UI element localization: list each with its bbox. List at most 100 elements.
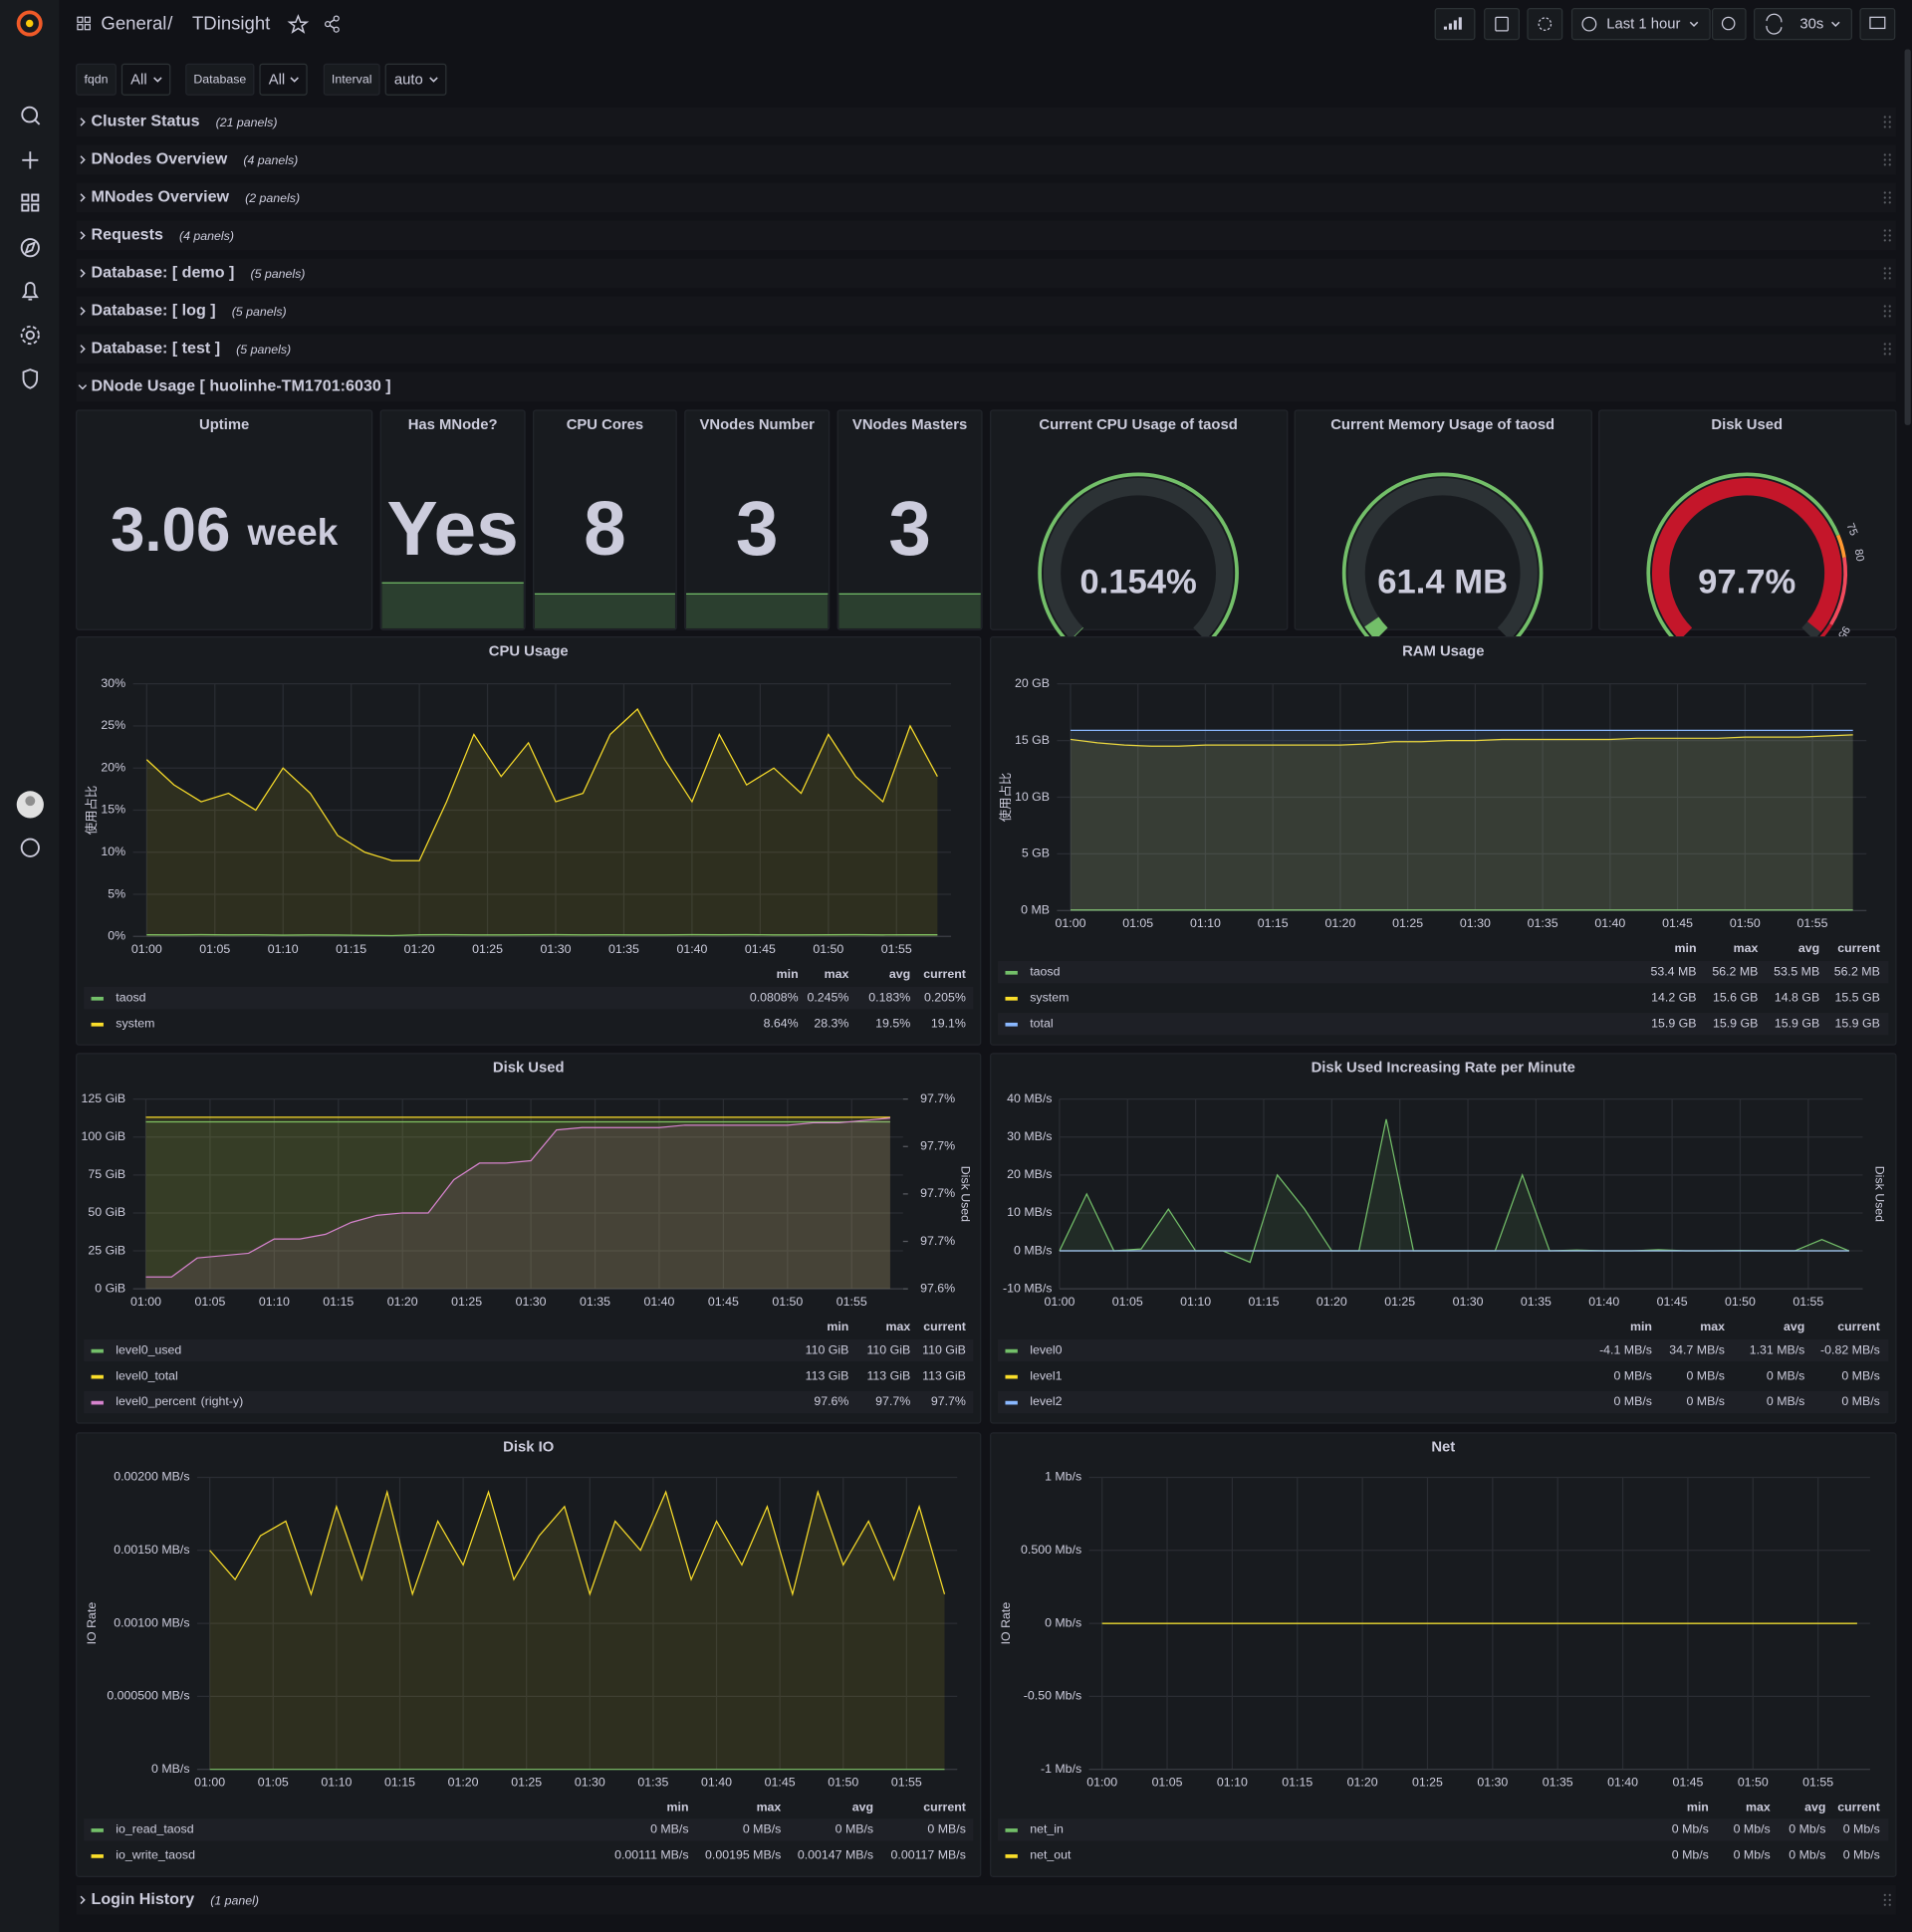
legend-swatch[interactable]: [91, 1348, 104, 1353]
legend-column-header[interactable]: min: [1675, 941, 1697, 955]
row-header[interactable]: [76, 334, 1896, 364]
row-header[interactable]: [76, 371, 1896, 402]
save-button[interactable]: [1484, 8, 1520, 41]
legend-column-header[interactable]: current: [923, 1320, 966, 1333]
zoom-out-button[interactable]: [1711, 8, 1747, 41]
legend-series-name[interactable]: total: [1030, 1016, 1053, 1030]
legend-column-header[interactable]: max: [1734, 941, 1759, 955]
legend-series-name[interactable]: system: [1030, 990, 1069, 1004]
legend-series-name[interactable]: level0: [1030, 1342, 1062, 1356]
row-header[interactable]: [76, 107, 1896, 137]
legend-swatch[interactable]: [91, 1400, 104, 1405]
legend-column-header[interactable]: max: [885, 1320, 910, 1333]
logo[interactable]: [16, 10, 43, 37]
graph-panel: [76, 636, 982, 1046]
row-title[interactable]: Cluster Status: [92, 113, 200, 130]
legend-swatch[interactable]: [91, 996, 104, 1001]
legend-series-name[interactable]: level0_percent: [116, 1394, 196, 1408]
legend-column-header[interactable]: current: [1837, 941, 1880, 955]
breadcrumb-folder[interactable]: General: [101, 13, 166, 34]
legend-column-header[interactable]: current: [1837, 1320, 1880, 1333]
legend-column-header[interactable]: min: [827, 1320, 848, 1333]
row-header[interactable]: [76, 220, 1896, 251]
gauge-threshold-band: [1829, 557, 1848, 626]
explore-icon[interactable]: [20, 238, 40, 258]
legend-series-name[interactable]: level1: [1030, 1368, 1062, 1382]
search-icon[interactable]: [21, 106, 41, 125]
legend-swatch[interactable]: [1005, 1022, 1018, 1027]
time-picker[interactable]: [1570, 8, 1711, 41]
variable-select[interactable]: [120, 63, 171, 96]
row-title[interactable]: MNodes Overview: [92, 188, 230, 206]
legend-column-header[interactable]: avg: [1804, 1800, 1825, 1813]
legend-swatch[interactable]: [91, 1854, 104, 1858]
legend-swatch[interactable]: [91, 1374, 104, 1379]
legend-swatch[interactable]: [1005, 1400, 1018, 1405]
row-title[interactable]: DNodes Overview: [92, 150, 228, 168]
star-icon[interactable]: [287, 14, 310, 34]
legend-swatch[interactable]: [1005, 1828, 1018, 1832]
legend-swatch[interactable]: [1005, 996, 1018, 1001]
legend-swatch[interactable]: [91, 1022, 104, 1027]
legend-swatch[interactable]: [1005, 1854, 1018, 1858]
tv-mode-button[interactable]: [1859, 8, 1896, 41]
row-title[interactable]: Login History: [92, 1890, 195, 1908]
legend-series-name[interactable]: net_out: [1030, 1848, 1072, 1862]
row-header[interactable]: [76, 182, 1896, 213]
legend-swatch[interactable]: [1005, 970, 1018, 975]
row-header[interactable]: [76, 258, 1896, 289]
row-header[interactable]: [76, 1884, 1896, 1915]
legend-column-header[interactable]: max: [757, 1800, 782, 1813]
row-header[interactable]: [76, 144, 1896, 175]
legend-series-name[interactable]: io_write_taosd: [116, 1848, 195, 1862]
legend-column-header[interactable]: avg: [1798, 941, 1819, 955]
row-header[interactable]: [76, 296, 1896, 327]
legend-series-name[interactable]: net_in: [1030, 1822, 1064, 1836]
dashboard-title[interactable]: TDinsight: [192, 13, 271, 34]
create-icon[interactable]: [22, 151, 39, 169]
dashboards-icon[interactable]: [21, 193, 40, 212]
legend-series-name[interactable]: taosd: [1030, 964, 1060, 978]
row-title[interactable]: Requests: [92, 226, 163, 244]
alerting-icon[interactable]: [21, 282, 39, 301]
legend-column-header[interactable]: min: [1687, 1800, 1709, 1813]
row-drag-handle: [1883, 1898, 1886, 1901]
variable-select[interactable]: [259, 63, 308, 96]
config-icon[interactable]: [20, 325, 40, 346]
variable-label: fqdn: [84, 73, 108, 87]
shield-icon[interactable]: [22, 368, 39, 389]
row-title[interactable]: Database: [ log ]: [92, 302, 216, 320]
legend-column-header[interactable]: avg: [1784, 1320, 1804, 1333]
legend-column-header[interactable]: current: [923, 1800, 966, 1813]
x-tick-label: 01:35: [1543, 1776, 1573, 1790]
row-title[interactable]: DNode Usage [ huolinhe-TM1701:6030 ]: [92, 377, 391, 395]
variable-select[interactable]: [384, 63, 447, 96]
legend-column-header[interactable]: max: [1700, 1320, 1725, 1333]
legend-series-name[interactable]: system: [116, 1016, 154, 1030]
legend-column-header[interactable]: max: [825, 967, 849, 981]
legend-series-name[interactable]: io_read_taosd: [116, 1822, 193, 1836]
legend-column-header[interactable]: avg: [889, 967, 910, 981]
legend-column-header[interactable]: current: [923, 967, 966, 981]
legend-column-header[interactable]: max: [1746, 1800, 1771, 1813]
legend-column-header[interactable]: min: [777, 967, 799, 981]
row-title[interactable]: Database: [ test ]: [92, 340, 221, 358]
gauge-panel: [1294, 409, 1592, 630]
legend-series-name[interactable]: level2: [1030, 1394, 1062, 1408]
graph-title: CPU Usage: [489, 643, 569, 659]
scrollbar[interactable]: [1904, 49, 1911, 425]
help-icon[interactable]: [20, 838, 40, 857]
legend-column-header[interactable]: min: [667, 1800, 689, 1813]
grid-icon[interactable]: [77, 16, 84, 23]
legend-swatch[interactable]: [1005, 1374, 1018, 1379]
legend-column-header[interactable]: avg: [852, 1800, 873, 1813]
row-title[interactable]: Database: [ demo ]: [92, 264, 235, 282]
legend-swatch[interactable]: [91, 1828, 104, 1832]
legend-column-header[interactable]: min: [1630, 1320, 1652, 1333]
legend-series-name[interactable]: taosd: [116, 990, 145, 1004]
settings-button[interactable]: [1527, 8, 1563, 41]
legend-column-header[interactable]: current: [1837, 1800, 1880, 1813]
legend-swatch[interactable]: [1005, 1348, 1018, 1353]
legend-series-name[interactable]: level0_total: [116, 1368, 178, 1382]
legend-series-name[interactable]: level0_used: [116, 1342, 181, 1356]
